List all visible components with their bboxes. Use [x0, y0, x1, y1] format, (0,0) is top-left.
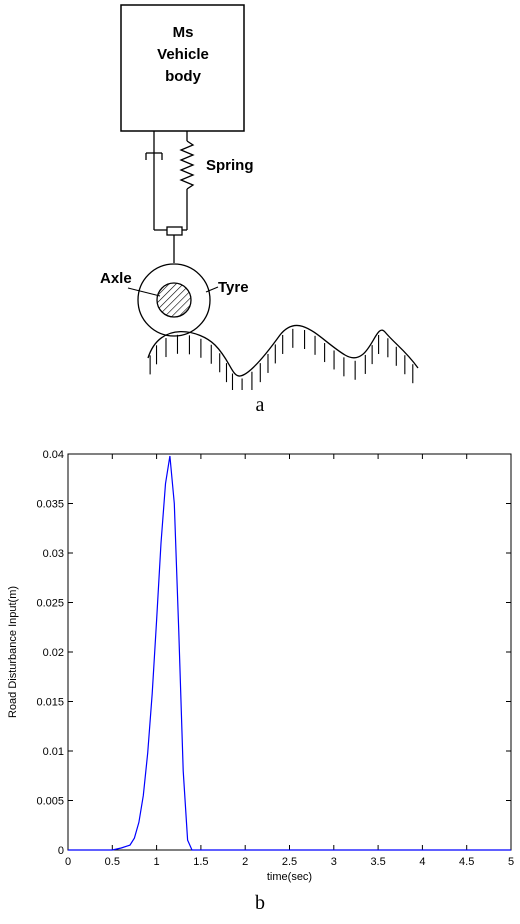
y-axis-ticks: 0 0.005 0.01 0.015 0.02 0.025 0.03 0.035 0.04: [36, 449, 511, 857]
tyre-leader-line: [205, 286, 219, 293]
quarter-car-diagram: Ms Vehicle body Spring A: [0, 0, 520, 425]
body-label-line2: Vehicle: [157, 46, 209, 63]
x-tick-label: 3: [331, 856, 337, 868]
chart-svg: 0 0.5 1 1.5 2 2.5 3 3.5 4 4.5 5 0 0.005 0.01 0.015 0.0…: [7, 449, 514, 883]
axle-leader-line: [127, 287, 161, 297]
x-axis-label: time(sec): [267, 871, 312, 883]
spring: [179, 131, 195, 231]
y-tick-label: 0.01: [43, 746, 64, 758]
road-disturbance-chart: 0 0.5 1 1.5 2 2.5 3 3.5 4 4.5 5 0 0.005 0.01 0.015 0.0…: [0, 430, 520, 924]
mount-block: [166, 226, 183, 236]
axle-label: Axle: [100, 270, 132, 287]
x-tick-label: 5: [508, 856, 514, 868]
series-line: [68, 455, 511, 851]
diagram-svg: Ms Vehicle body Spring A: [100, 4, 419, 398]
x-tick-label: 1.5: [193, 856, 208, 868]
x-tick-label: 2: [242, 856, 248, 868]
damper: [145, 131, 167, 231]
x-tick-label: 3.5: [370, 856, 385, 868]
body-label-line3: body: [165, 68, 201, 85]
y-axis-label: Road Disturbance Input(m): [7, 586, 19, 718]
y-tick-label: 0.03: [43, 548, 64, 560]
tyre-label: Tyre: [218, 279, 249, 296]
road-hatching: [149, 328, 414, 398]
axle-hatched-circle: [156, 282, 192, 318]
spring-label: Spring: [206, 157, 254, 174]
body-label-line1: Ms: [173, 24, 194, 41]
y-tick-label: 0.04: [43, 449, 64, 461]
x-tick-label: 4: [419, 856, 425, 868]
x-axis-ticks: 0 0.5 1 1.5 2 2.5 3 3.5 4 4.5 5: [65, 454, 514, 868]
y-tick-label: 0.005: [36, 796, 64, 808]
vehicle-body-box: [120, 4, 245, 132]
y-tick-label: 0.035: [36, 499, 64, 511]
tyre-circle: [137, 263, 211, 337]
y-tick-label: 0: [58, 845, 64, 857]
caption-a: a: [255, 394, 265, 416]
plot-area: [67, 453, 512, 851]
road-profile: [147, 324, 419, 377]
y-tick-label: 0.02: [43, 647, 64, 659]
y-tick-label: 0.015: [36, 697, 64, 709]
x-tick-label: 1: [154, 856, 160, 868]
x-tick-label: 2.5: [282, 856, 297, 868]
x-tick-label: 0.5: [105, 856, 120, 868]
y-tick-label: 0.025: [36, 598, 64, 610]
x-tick-label: 0: [65, 856, 71, 868]
x-tick-label: 4.5: [459, 856, 474, 868]
caption-b: b: [255, 892, 265, 914]
